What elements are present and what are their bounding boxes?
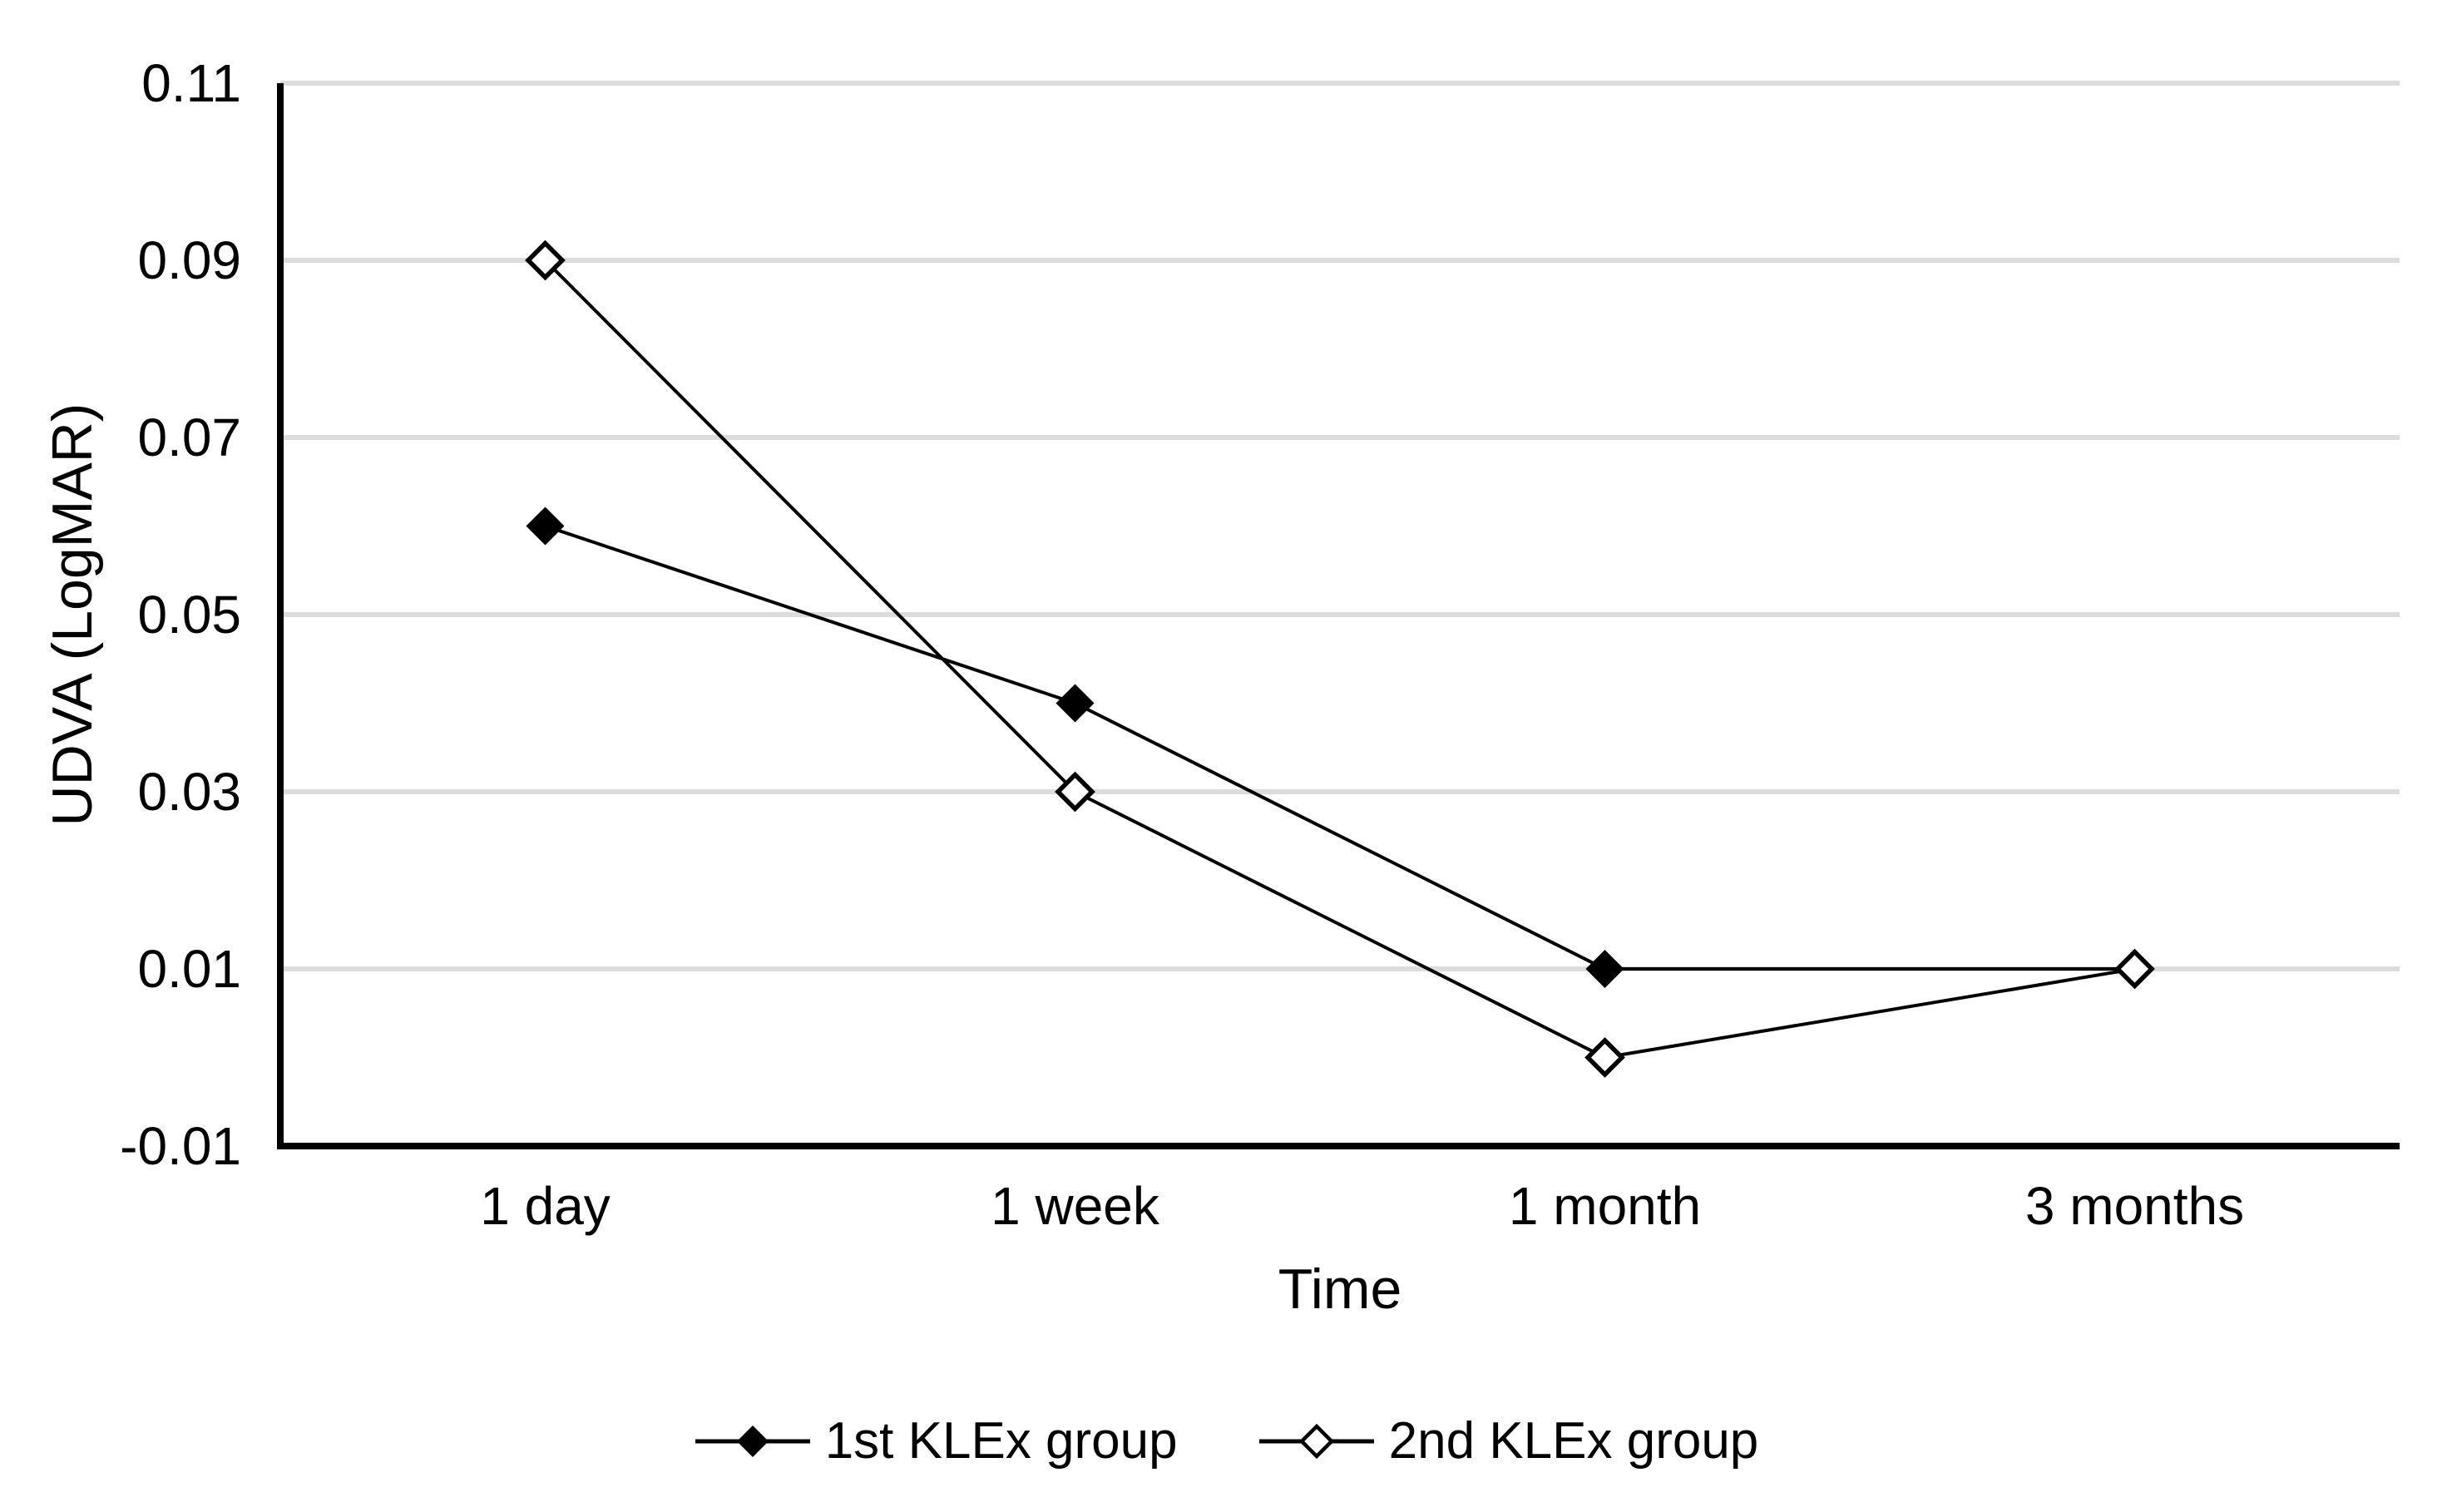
y-tick-label: 0.11 bbox=[141, 53, 241, 113]
filled-diamond-legend-marker-icon bbox=[695, 1426, 810, 1457]
legend-item-1st-klex-group: 1st KLEx group bbox=[694, 1416, 1178, 1467]
y-tick-label: 0.09 bbox=[137, 230, 241, 290]
x-tick-label: 1 day bbox=[480, 1176, 611, 1236]
y-tick-label: 0.03 bbox=[137, 762, 241, 822]
x-tick-label: 1 week bbox=[991, 1176, 1159, 1236]
legend-item-2nd-klex-group: 2nd KLEx group bbox=[1258, 1412, 1759, 1470]
marker-2nd-klex-group-3-months bbox=[2114, 948, 2155, 990]
marker-1st-klex-group-1-day bbox=[526, 506, 565, 546]
y-tick-label: 0.01 bbox=[137, 939, 241, 999]
legend-label-2nd-klex-group: 2nd KLEx group bbox=[1388, 1412, 1759, 1470]
marker-2nd-klex-group-1-day bbox=[525, 240, 566, 281]
y-axis-title: UDVA (LogMAR) bbox=[41, 403, 104, 827]
y-tick-label: -0.01 bbox=[120, 1116, 241, 1176]
legend-label-1st-klex-group: 1st KLEx group bbox=[824, 1412, 1178, 1470]
x-tick-label: 3 months bbox=[2024, 1176, 2245, 1236]
series-line-1st-klex-group bbox=[544, 524, 2135, 971]
y-tick-label: 0.05 bbox=[137, 585, 241, 645]
marker-2nd-klex-group-1-week bbox=[1055, 771, 1095, 813]
marker-2nd-klex-group-1-month bbox=[1584, 1037, 1625, 1078]
y-tick-label: 0.07 bbox=[137, 408, 241, 467]
marker-1st-klex-group-1-week bbox=[1055, 684, 1095, 723]
series-line-2nd-klex-group bbox=[544, 259, 2135, 1060]
marker-1st-klex-group-1-month bbox=[1585, 950, 1624, 988]
legend: 1st KLEx group 2nd KLEx group bbox=[0, 1416, 2452, 1467]
open-diamond-legend-marker-icon bbox=[1258, 1423, 1374, 1460]
x-tick-label: 1 month bbox=[1508, 1176, 1702, 1236]
x-axis-title: Time bbox=[1278, 1258, 1402, 1321]
